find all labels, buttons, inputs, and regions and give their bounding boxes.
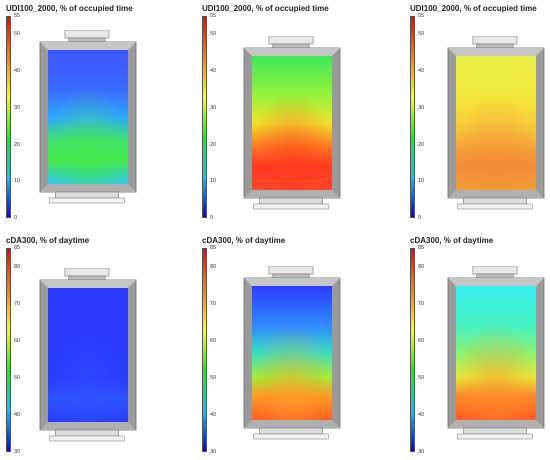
scale-tick-label: 80 (14, 263, 21, 270)
chart-title: cDA300, % of daytime (410, 236, 494, 245)
illuminance-map (252, 56, 332, 190)
chart-title: UDI100_2000, % of occupied time (6, 4, 133, 13)
scale-tick-label: 50 (210, 31, 217, 38)
room-model (446, 266, 548, 448)
color-scale-bar (202, 16, 207, 218)
panel-udi-2: UDI100_2000, % of occupied time 55 50 40 30… (196, 0, 379, 230)
chart-title: UDI100_2000, % of occupied time (410, 4, 537, 13)
chart-title: UDI100_2000, % of occupied time (202, 4, 329, 13)
illuminance-map (48, 288, 128, 422)
scale-tick-label: 50 (14, 31, 21, 38)
scale-tick-label: 60 (210, 337, 217, 344)
room-plan-svg (39, 30, 137, 204)
panel-cda-1: cDA300, % of daytime 85 80 70 60 50 40 30 (0, 230, 183, 460)
scale-tick-label: 40 (210, 68, 217, 75)
illuminance-map (48, 50, 128, 184)
scale-tick-label: 85 (14, 245, 21, 251)
scale-tick-label: 10 (210, 178, 217, 185)
scale-tick-label: 55 (418, 13, 425, 19)
scale-tick-label: 30 (14, 104, 21, 111)
room-model (446, 36, 548, 218)
panel-cda-3: cDA300, % of daytime 85 80 70 60 50 40 30 (410, 230, 550, 460)
scale-tick-label: 30 (418, 449, 425, 455)
room-plan-svg (447, 266, 545, 440)
scale-tick-label: 40 (418, 411, 425, 418)
room-plan-svg (39, 268, 137, 442)
scale-tick-label: 70 (14, 300, 21, 307)
window-top-icon (268, 36, 314, 50)
window-bottom-icon (253, 427, 329, 440)
scale-tick-label: 40 (210, 411, 217, 418)
room-model (38, 30, 140, 212)
scale-tick-label: 10 (418, 178, 425, 185)
window-top-icon (64, 30, 110, 44)
illuminance-map (456, 56, 536, 190)
scale-tick-label: 70 (418, 300, 425, 307)
panel-udi-1: UDI100_2000, % of occupied time 55 50 40 30… (0, 0, 183, 230)
scale-tick-label: 20 (14, 141, 21, 148)
window-bottom-icon (253, 197, 329, 210)
scale-tick-label: 55 (210, 13, 217, 19)
scale-tick-label: 60 (14, 337, 21, 344)
scale-tick-label: 85 (418, 245, 425, 251)
color-scale-bar (202, 248, 207, 452)
scale-tick-label: 80 (418, 263, 425, 270)
room-model (38, 268, 140, 450)
room-plan-svg (243, 36, 341, 210)
scale-tick-label: 30 (210, 449, 217, 455)
room-plan-svg (447, 36, 545, 210)
illuminance-map (456, 286, 536, 420)
chart-title: cDA300, % of daytime (6, 236, 90, 245)
panel-cda-2: cDA300, % of daytime 85 80 70 60 50 40 30 (196, 230, 379, 460)
chart-title: cDA300, % of daytime (202, 236, 286, 245)
scale-tick-label: 30 (14, 449, 21, 455)
scale-tick-label: 85 (210, 245, 217, 251)
scale-tick-label: 0 (14, 215, 18, 221)
scale-tick-label: 40 (418, 68, 425, 75)
color-scale-bar (6, 248, 11, 452)
room-model (242, 266, 344, 448)
window-top-icon (472, 36, 518, 50)
scale-tick-label: 20 (210, 141, 217, 148)
scale-tick-label: 30 (418, 104, 425, 111)
scale-tick-label: 70 (210, 300, 217, 307)
window-top-icon (472, 266, 518, 280)
scale-tick-label: 50 (14, 374, 21, 381)
illuminance-map (252, 286, 332, 420)
panel-udi-3: UDI100_2000, % of occupied time 55 50 40 30… (410, 0, 550, 230)
scale-tick-label: 10 (14, 178, 21, 185)
room-model (242, 36, 344, 218)
window-bottom-icon (457, 197, 533, 210)
room-plan-svg (243, 266, 341, 440)
scale-tick-label: 40 (14, 411, 21, 418)
window-bottom-icon (457, 427, 533, 440)
scale-tick-label: 50 (418, 374, 425, 381)
color-scale-bar (6, 16, 11, 218)
scale-tick-label: 50 (418, 31, 425, 38)
scale-tick-label: 80 (210, 263, 217, 270)
scale-tick-label: 20 (418, 141, 425, 148)
scale-tick-label: 55 (14, 13, 21, 19)
scale-tick-label: 40 (14, 68, 21, 75)
color-scale-bar (410, 248, 415, 452)
scale-tick-label: 50 (210, 374, 217, 381)
scale-tick-label: 0 (210, 215, 214, 221)
window-bottom-icon (49, 429, 125, 442)
color-scale-bar (410, 16, 415, 218)
scale-tick-label: 60 (418, 337, 425, 344)
scale-tick-label: 30 (210, 104, 217, 111)
scale-tick-label: 0 (418, 215, 422, 221)
window-bottom-icon (49, 191, 125, 204)
window-top-icon (268, 266, 314, 280)
window-top-icon (64, 268, 110, 282)
